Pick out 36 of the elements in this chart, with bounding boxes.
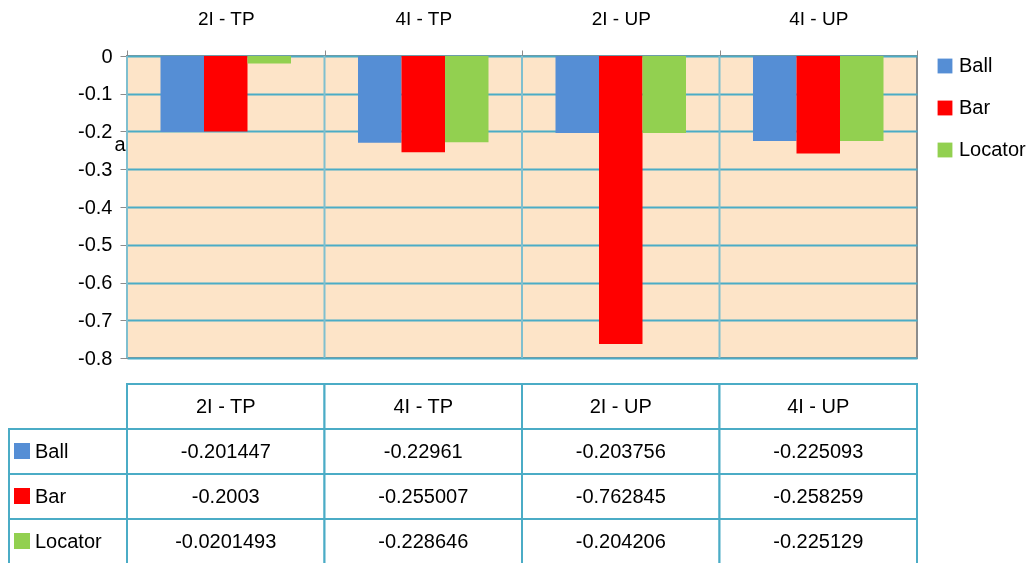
x-tick-label: 2I - UP [591, 7, 651, 29]
data-label: -0.225093 [773, 439, 864, 462]
y-tick-label: 0 [101, 44, 113, 67]
legend-label: Bar [959, 96, 991, 118]
text: Bar [35, 484, 67, 507]
text: Ball [35, 439, 69, 462]
data-label: -0.2003 [191, 484, 260, 507]
data-label: -0.0201493 [175, 529, 277, 552]
y-tick-label: -0.2 [78, 120, 113, 142]
data-label: -0.204206 [575, 529, 666, 552]
y-tick-label: -0.3 [78, 157, 113, 180]
category-label: 4I - TP [393, 394, 454, 417]
category-label: 2I - UP [589, 394, 652, 417]
y-tick-label: -0.8 [78, 346, 113, 369]
y-tick-label: -0.5 [78, 233, 113, 256]
x-tick-label: 2I - TP [197, 7, 255, 29]
y-tick-label: -0.4 [78, 195, 113, 218]
y-tick-label: -0.1 [78, 82, 113, 105]
data-label: -0.258259 [773, 484, 864, 507]
category-label: 2I - TP [195, 394, 256, 417]
y-tick-label: -0.7 [78, 308, 113, 331]
x-tick-label: 4I - TP [395, 7, 453, 29]
category-label: 4I - UP [787, 394, 850, 417]
data-label: -0.225129 [773, 529, 864, 552]
text: Locator [35, 529, 102, 552]
data-label: -0.203756 [575, 439, 666, 462]
y-axis-title: a [114, 132, 127, 155]
legend-label: Locator [959, 138, 1027, 160]
y-tick-label: -0.6 [78, 271, 113, 293]
data-label: -0.201447 [180, 439, 271, 462]
x-tick-label: 4I - UP [789, 7, 849, 29]
data-label: -0.255007 [378, 484, 469, 507]
data-label: -0.228646 [378, 529, 469, 552]
legend-label: Ball [959, 54, 993, 76]
data-label: -0.22961 [383, 439, 463, 462]
data-label: -0.762845 [575, 484, 666, 507]
